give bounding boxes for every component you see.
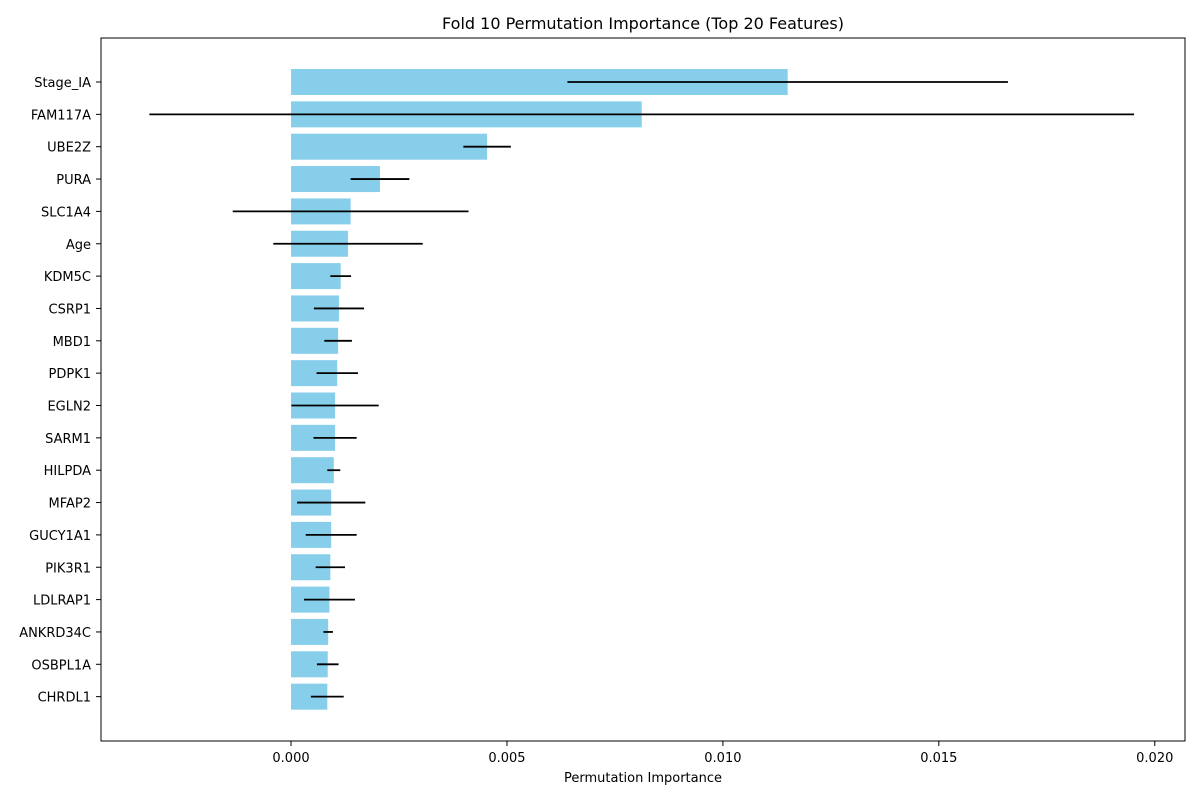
- x-axis-ticks: 0.000 0.005 0.010 0.015 0.020: [272, 741, 1173, 766]
- y-tick-label: PURA: [56, 173, 91, 188]
- bar-ube2z: [291, 133, 488, 160]
- y-axis-ticks: Stage_IA FAM117A UBE2Z PURA SLC1A4 Age KDM5C CS…: [19, 76, 101, 706]
- bar-hilpda: [291, 457, 334, 484]
- plot-frame: [100, 37, 1186, 742]
- y-tick-label: Age: [66, 238, 91, 253]
- y-tick-label: CHRDL1: [38, 691, 91, 706]
- error-bars-layer: [149, 81, 1135, 698]
- y-tick-label: ANKRD34C: [19, 626, 91, 641]
- y-tick-label: UBE2Z: [47, 141, 91, 156]
- y-tick-label: EGLN2: [47, 400, 91, 415]
- x-tick-label: 0.010: [704, 751, 741, 766]
- y-tick-label: HILPDA: [44, 464, 91, 479]
- x-tick-label: 0.020: [1136, 751, 1173, 766]
- x-tick-label: 0.015: [920, 751, 957, 766]
- x-axis-label: Permutation Importance: [564, 771, 722, 786]
- y-tick-label: Stage_IA: [34, 76, 91, 91]
- y-tick-label: KDM5C: [44, 270, 91, 285]
- y-tick-label: PIK3R1: [45, 561, 91, 576]
- chart-title: Fold 10 Permutation Importance (Top 20 F…: [442, 14, 844, 33]
- y-tick-label: MFAP2: [48, 497, 91, 512]
- y-tick-label: GUCY1A1: [29, 529, 91, 544]
- bar-ankrd34c: [291, 618, 329, 645]
- y-tick-label: LDLRAP1: [33, 594, 91, 609]
- x-tick-label: 0.000: [272, 751, 309, 766]
- y-tick-label: CSRP1: [49, 302, 91, 317]
- y-tick-label: FAM117A: [31, 108, 91, 123]
- y-tick-label: OSBPL1A: [31, 658, 91, 673]
- y-tick-label: MBD1: [53, 335, 91, 350]
- y-tick-label: SLC1A4: [41, 205, 91, 220]
- y-tick-label: SARM1: [45, 432, 91, 447]
- x-tick-label: 0.005: [488, 751, 525, 766]
- y-tick-label: PDPK1: [49, 367, 92, 382]
